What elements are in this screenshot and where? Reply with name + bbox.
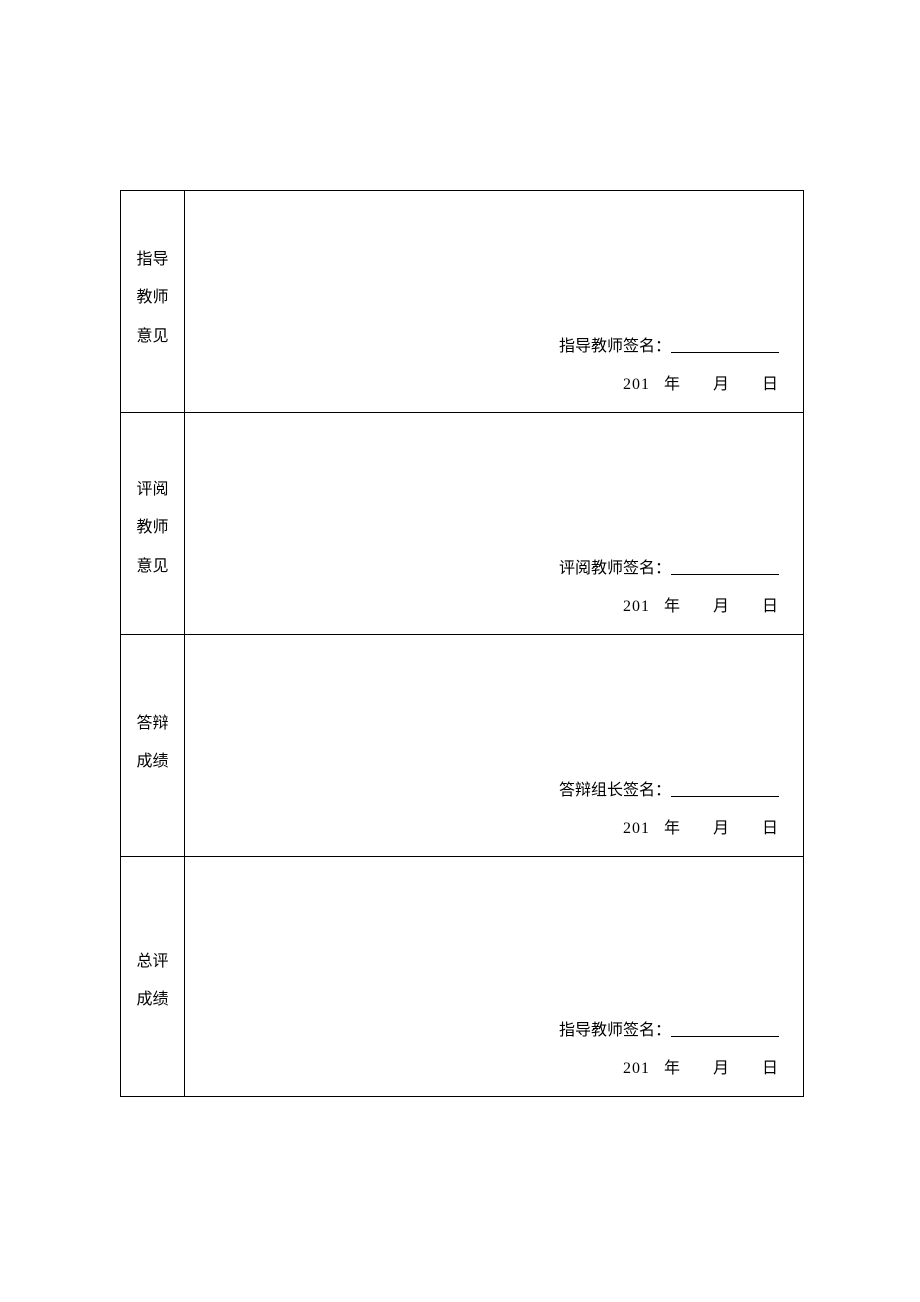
label-defense-grade-cell: 答辩成绩 <box>121 635 185 857</box>
sig-defense-leader-date-month: 月 <box>713 820 730 837</box>
sig-advisor-date: 201 年 月 日 <box>559 370 779 394</box>
sig-reviewer-date-month: 月 <box>713 598 730 615</box>
row-reviewer-opinion: 评阅教师意见评阅教师签名： 201 年 月 日 <box>121 413 804 635</box>
label-reviewer-opinion: 评阅教师意见 <box>121 471 184 586</box>
sig-reviewer-label: 评阅教师签名： <box>559 560 671 577</box>
sig-defense-leader-date-day: 日 <box>762 820 779 837</box>
sig-reviewer-date-day: 日 <box>762 598 779 615</box>
sig-reviewer-date: 201 年 月 日 <box>559 592 779 616</box>
sig-reviewer-underline <box>671 574 779 575</box>
sig-overall-advisor-date-month: 月 <box>713 1060 730 1077</box>
label-advisor-opinion-cell: 指导教师意见 <box>121 191 185 413</box>
sig-overall-advisor-date-day: 日 <box>762 1060 779 1077</box>
sig-advisor-date-month: 月 <box>713 376 730 393</box>
sig-defense-leader-underline <box>671 796 779 797</box>
sig-reviewer-date-prefix: 201 <box>623 598 650 615</box>
sig-defense-leader-date-year: 年 <box>664 820 681 837</box>
sig-advisor-date-year: 年 <box>664 376 681 393</box>
sig-advisor-label: 指导教师签名： <box>559 338 671 355</box>
sig-reviewer-date-year: 年 <box>664 598 681 615</box>
label-advisor-opinion: 指导教师意见 <box>121 241 184 356</box>
row-defense-grade-content: 答辩组长签名： 201 年 月 日 <box>185 635 804 857</box>
label-overall-grade: 总评成绩 <box>121 943 184 1020</box>
sig-overall-advisor-line: 指导教师签名： <box>559 1016 779 1040</box>
sig-advisor-block: 指导教师签名： 201 年 月 日 <box>559 332 779 394</box>
sig-defense-leader-label: 答辩组长签名： <box>559 782 671 799</box>
row-defense-grade: 答辩成绩答辩组长签名： 201 年 月 日 <box>121 635 804 857</box>
row-advisor-opinion-content: 指导教师签名： 201 年 月 日 <box>185 191 804 413</box>
row-advisor-opinion: 指导教师意见指导教师签名： 201 年 月 日 <box>121 191 804 413</box>
sig-overall-advisor-underline <box>671 1036 779 1037</box>
sig-defense-leader-date-prefix: 201 <box>623 820 650 837</box>
sig-defense-leader-line: 答辩组长签名： <box>559 776 779 800</box>
sig-overall-advisor-date: 201 年 月 日 <box>559 1054 779 1078</box>
sig-overall-advisor-label: 指导教师签名： <box>559 1022 671 1039</box>
sig-advisor-date-day: 日 <box>762 376 779 393</box>
sig-advisor-underline <box>671 352 779 353</box>
sig-overall-advisor-date-prefix: 201 <box>623 1060 650 1077</box>
form-body: 指导教师意见指导教师签名：201年月日评阅教师意见评阅教师签名：201年月日答辩… <box>121 191 804 1097</box>
evaluation-form-table: 指导教师意见指导教师签名：201年月日评阅教师意见评阅教师签名：201年月日答辩… <box>120 190 804 1097</box>
sig-reviewer-block: 评阅教师签名： 201 年 月 日 <box>559 554 779 616</box>
label-defense-grade: 答辩成绩 <box>121 705 184 782</box>
sig-overall-advisor-block: 指导教师签名： 201 年 月 日 <box>559 1016 779 1078</box>
row-overall-grade-content: 指导教师签名： 201 年 月 日 <box>185 857 804 1097</box>
sig-advisor-date-prefix: 201 <box>623 376 650 393</box>
sig-defense-leader-block: 答辩组长签名： 201 年 月 日 <box>559 776 779 838</box>
label-overall-grade-cell: 总评成绩 <box>121 857 185 1097</box>
label-reviewer-opinion-cell: 评阅教师意见 <box>121 413 185 635</box>
sig-reviewer-line: 评阅教师签名： <box>559 554 779 578</box>
sig-advisor-line: 指导教师签名： <box>559 332 779 356</box>
sig-defense-leader-date: 201 年 月 日 <box>559 814 779 838</box>
row-reviewer-opinion-content: 评阅教师签名： 201 年 月 日 <box>185 413 804 635</box>
sig-overall-advisor-date-year: 年 <box>664 1060 681 1077</box>
row-overall-grade: 总评成绩指导教师签名： 201 年 月 日 <box>121 857 804 1097</box>
